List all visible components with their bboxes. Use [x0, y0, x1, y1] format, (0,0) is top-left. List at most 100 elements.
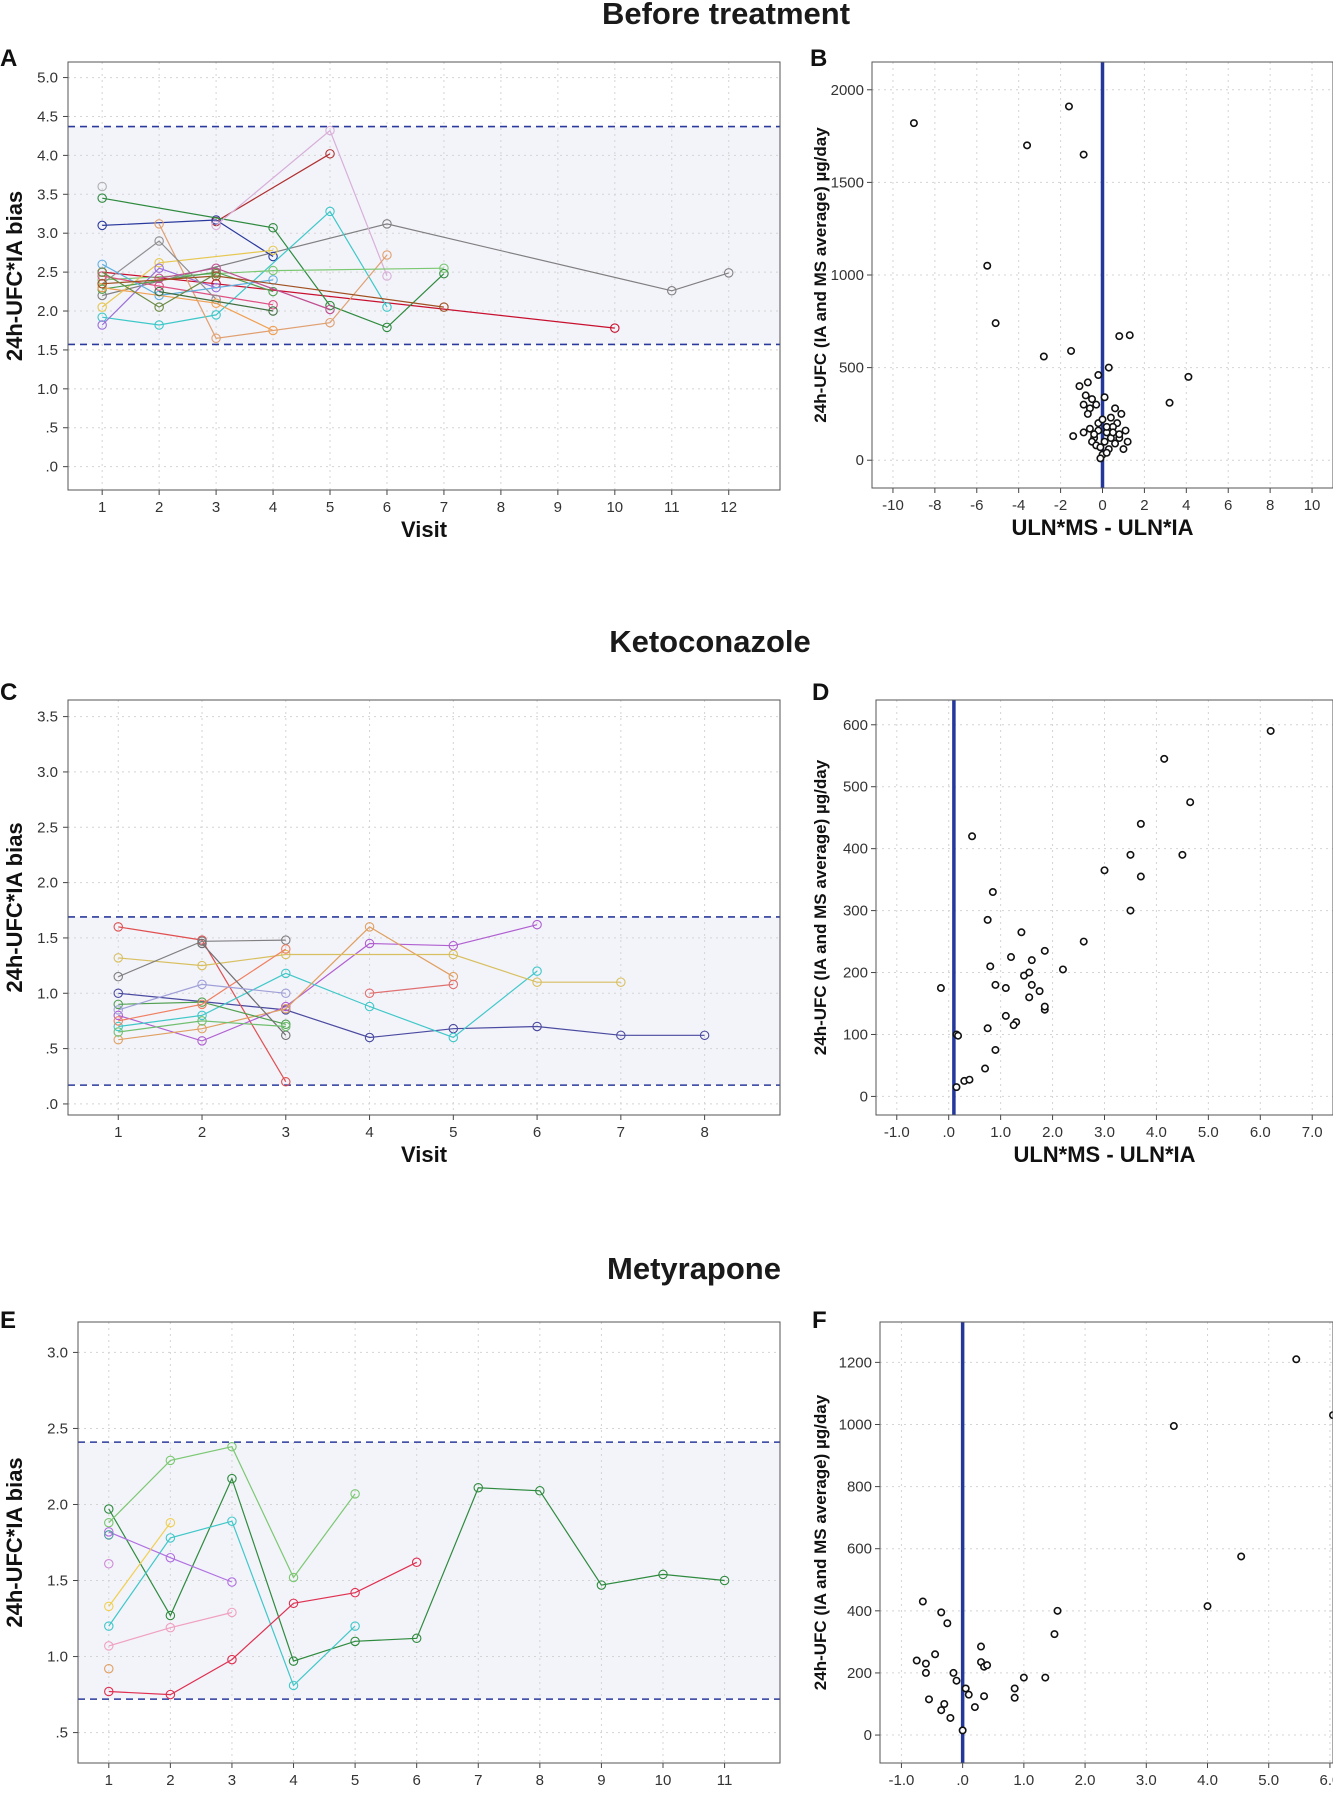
- data-point: [1121, 426, 1130, 435]
- x-tick-label: 10: [1304, 497, 1321, 514]
- y-tick-label: 3.5: [37, 709, 58, 726]
- data-point: [1079, 937, 1088, 946]
- panel-e: E 1 2 3 4 5 6 7 8 9 10 11 .5 1.0 1.5 2.0 2.5 3.0 Visit 24h-…: [0, 1307, 781, 1793]
- data-point: [940, 1699, 949, 1708]
- data-point: [211, 333, 221, 344]
- data-point: [104, 1559, 114, 1569]
- y-tick-label: 4.0: [37, 147, 58, 164]
- data-point: [983, 261, 992, 270]
- panel-label-a: A: [0, 45, 17, 72]
- data-point: [154, 219, 164, 229]
- data-point: [1094, 371, 1103, 380]
- data-point: [1126, 850, 1135, 859]
- y-tick-label: 1.0: [47, 1649, 68, 1666]
- y-tick-label: 1.5: [37, 930, 58, 947]
- data-point: [165, 1552, 176, 1563]
- y-tick-label: 600: [847, 1541, 872, 1558]
- data-point: [113, 1016, 124, 1026]
- y-tick-label: 200: [847, 1665, 872, 1682]
- x-tick-label: 11: [664, 499, 680, 516]
- data-point: [281, 1004, 291, 1014]
- y-tick-label: 1.5: [47, 1573, 68, 1590]
- data-point: [1010, 1684, 1019, 1693]
- x-tick-label: -1.0: [888, 1772, 914, 1789]
- data-point: [350, 1636, 360, 1647]
- series-line-7: [102, 210, 388, 326]
- data-point: [104, 1641, 114, 1651]
- data-point: [1023, 141, 1032, 150]
- data-point: [211, 220, 221, 231]
- data-point: [1040, 946, 1049, 955]
- x-tick-label: -8: [928, 497, 941, 514]
- data-point: [931, 1650, 940, 1659]
- y-tick-label: .5: [45, 1041, 58, 1058]
- x-tick-label: 1.0: [990, 1124, 1011, 1141]
- x-tick-label: 5: [351, 1772, 359, 1789]
- data-point: [1160, 754, 1169, 763]
- panel-b: B -10 -8 -6 -4 -2 0 2 4 6 8 10 0 500 1000 1500 2000 ULN*M…: [810, 45, 1333, 540]
- data-point: [113, 1034, 124, 1045]
- x-tick-label: 1.0: [1013, 1772, 1034, 1789]
- data-point: [165, 1610, 176, 1621]
- x-tick-label: 1: [114, 1124, 122, 1141]
- series-line-6: [215, 129, 388, 277]
- y-tick-label: 200: [843, 965, 868, 982]
- data-point: [104, 1530, 114, 1540]
- data-point: [1115, 332, 1124, 341]
- data-point: [616, 977, 626, 987]
- data-point: [288, 1572, 299, 1583]
- series-line-4: [102, 219, 274, 258]
- data-point: [1025, 968, 1034, 977]
- series-line-9: [102, 267, 444, 281]
- data-point: [104, 1621, 114, 1631]
- data-point: [1292, 1355, 1301, 1364]
- data-point: [977, 1642, 986, 1651]
- data-point: [97, 220, 107, 231]
- data-point: [448, 971, 459, 982]
- data-point: [288, 1598, 299, 1609]
- series-line-1: [102, 223, 729, 297]
- data-point: [965, 1075, 974, 1084]
- data-point: [197, 960, 207, 971]
- data-point: [281, 968, 291, 979]
- series-line-6: [118, 953, 621, 983]
- data-point: [1009, 1021, 1018, 1030]
- x-axis-title: Visit: [401, 517, 448, 542]
- y-tick-label: .5: [55, 1725, 68, 1742]
- data-point: [325, 125, 335, 136]
- data-point: [154, 281, 164, 291]
- data-point: [113, 1027, 124, 1037]
- x-tick-label: 6.0: [1250, 1124, 1271, 1141]
- data-point: [439, 268, 449, 279]
- data-point: [532, 919, 542, 930]
- y-tick-label: 1200: [839, 1354, 872, 1371]
- y-axis-title: 24h-UFC (IA and MS average) µg/day: [811, 1394, 830, 1690]
- data-point: [382, 271, 392, 281]
- data-point: [97, 259, 107, 270]
- y-tick-label: 3.5: [37, 186, 58, 203]
- x-tick-label: 12: [720, 499, 737, 516]
- data-point: [288, 1656, 299, 1666]
- x-axis-title: Visit: [406, 1790, 453, 1793]
- data-point: [104, 1517, 114, 1528]
- series-line-19: [102, 275, 444, 308]
- y-tick-label: 300: [843, 903, 868, 920]
- x-tick-label: -6: [970, 497, 983, 514]
- data-point: [288, 1680, 299, 1691]
- y-tick-label: 1.0: [37, 985, 58, 1002]
- series-line-4: [108, 1561, 417, 1696]
- panel-f: F -1.0 .0 1.0 2.0 3.0 4.0 5.0 6.0 0 200 400 600 800 10…: [811, 1307, 1333, 1793]
- data-point: [211, 263, 221, 273]
- data-point: [165, 1517, 176, 1528]
- x-tick-label: 6: [1224, 497, 1232, 514]
- series-line-4: [118, 970, 538, 1039]
- data-point: [1136, 872, 1145, 881]
- series-line-13: [118, 1020, 286, 1033]
- data-point: [983, 915, 992, 924]
- x-tick-label: 9: [597, 1772, 605, 1789]
- data-point: [1098, 415, 1107, 424]
- x-tick-label: 7: [440, 499, 448, 516]
- data-point: [97, 312, 107, 322]
- data-point: [165, 1455, 176, 1466]
